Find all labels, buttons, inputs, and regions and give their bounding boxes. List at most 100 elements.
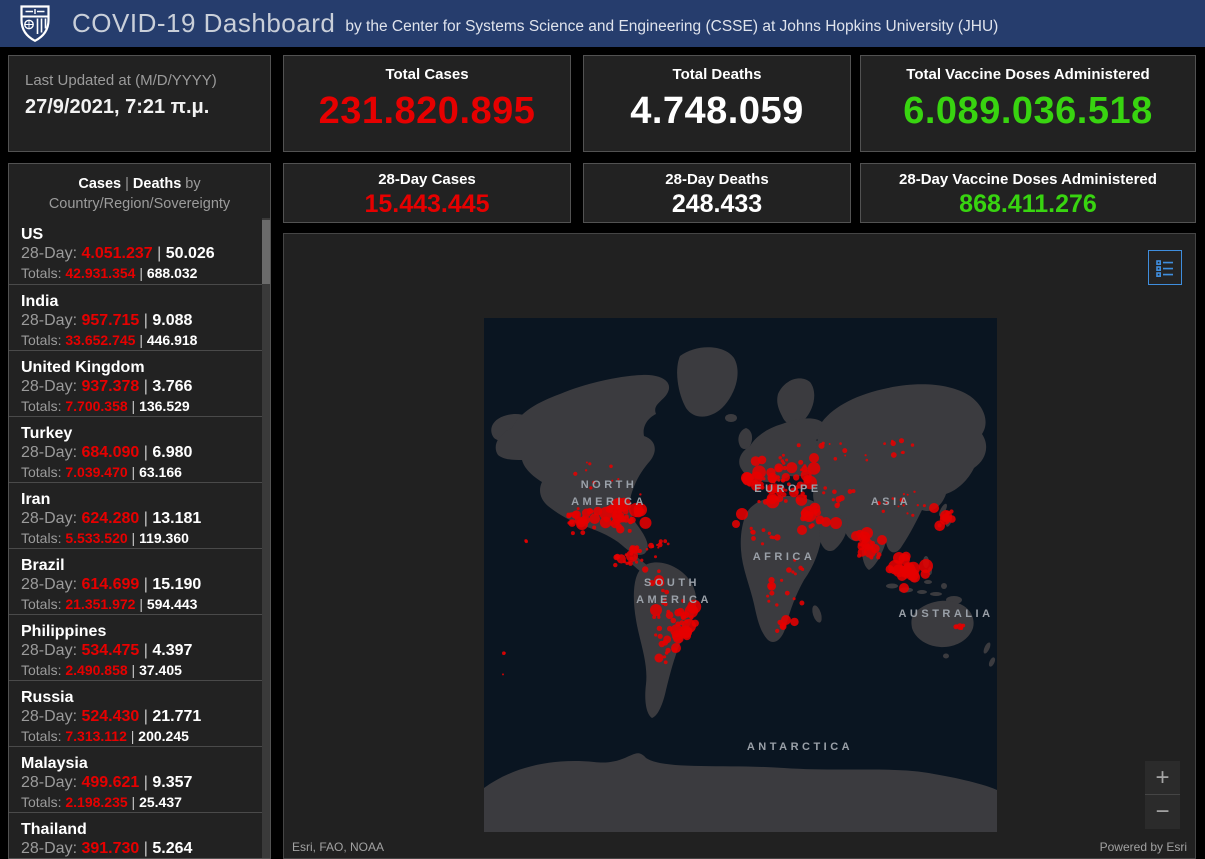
country-row[interactable]: US 28-Day: 4.051.237 | 50.026 Totals: 42.9…	[9, 218, 270, 284]
day28-line: 28-Day: 957.715 | 9.088	[21, 312, 193, 329]
case-dot	[766, 594, 770, 598]
zoom-out-button[interactable]: −	[1145, 795, 1180, 829]
case-dot	[823, 486, 827, 490]
case-dot	[885, 501, 889, 505]
sidebar-subtitle: Country/Region/Sovereignty	[48, 196, 231, 212]
country-row[interactable]: Russia 28-Day: 524.430 | 21.771 Totals: 7.…	[9, 680, 270, 746]
totals-label: Totals:	[21, 662, 66, 678]
case-dot	[902, 504, 905, 507]
day28-deaths-value: 6.980	[152, 444, 193, 461]
cases-toggle[interactable]: Cases	[78, 176, 122, 192]
case-dot	[801, 567, 805, 571]
app-header: COVID-19 Dashboard by the Center for Sys…	[0, 0, 1205, 47]
case-dot	[799, 600, 805, 606]
case-dot	[767, 599, 771, 603]
continent-label: AUSTRALIA	[898, 608, 993, 620]
case-dot	[674, 608, 682, 617]
case-dot	[954, 624, 959, 628]
day28-deaths-value: 13.181	[152, 510, 202, 527]
scrollbar-thumb[interactable]	[262, 220, 270, 284]
case-dot	[929, 503, 939, 513]
case-dot	[899, 583, 909, 593]
case-dot	[881, 509, 885, 513]
case-dot	[795, 485, 800, 490]
totals-deaths-value: 37.405	[139, 662, 182, 678]
case-dot	[830, 517, 842, 529]
map-zoom-control: + −	[1145, 761, 1180, 829]
case-dot	[911, 513, 915, 517]
case-dot	[902, 493, 905, 496]
country-row[interactable]: Turkey 28-Day: 684.090 | 6.980 Totals: 7.0…	[9, 416, 270, 482]
totals-cases-value: 42.931.354	[65, 265, 136, 281]
case-dot	[906, 493, 909, 496]
total-deaths-panel: Total Deaths 4.748.059	[583, 55, 851, 152]
case-dot	[775, 603, 779, 607]
totals-line: Totals: 21.351.972 | 594.443	[21, 596, 198, 612]
stat-value: 6.089.036.518	[903, 90, 1153, 132]
totals-deaths-value: 594.443	[146, 596, 198, 612]
case-dot	[682, 619, 696, 633]
case-dot	[821, 441, 825, 445]
totals-deaths-value: 119.360	[139, 530, 189, 546]
case-dot	[757, 500, 761, 504]
country-row[interactable]: India 28-Day: 957.715 | 9.088 Totals: 33.6…	[9, 284, 270, 350]
case-dot	[768, 577, 775, 584]
totals-line: Totals: 5.533.520 | 119.360	[21, 530, 189, 546]
case-dot	[877, 535, 887, 545]
continent-label: EUROPE	[754, 483, 821, 495]
case-dot	[588, 462, 592, 466]
case-dot	[865, 458, 869, 462]
case-dot	[645, 547, 649, 551]
totals-cases-value: 21.351.972	[65, 596, 136, 612]
legend-button[interactable]	[1148, 250, 1182, 285]
case-dot	[613, 554, 620, 561]
country-name: Thailand	[21, 821, 87, 838]
case-dot	[757, 455, 767, 465]
country-row[interactable]: Philippines 28-Day: 534.475 | 4.397 Totals…	[9, 614, 270, 680]
case-dot	[640, 558, 644, 562]
stat-label: 28-Day Cases	[378, 171, 476, 188]
zoom-in-button[interactable]: +	[1145, 761, 1180, 795]
legend-icon	[1156, 259, 1173, 277]
case-dot	[681, 598, 686, 603]
case-dot	[898, 438, 905, 444]
day28-line: 28-Day: 524.430 | 21.771	[21, 708, 202, 725]
case-dot	[821, 517, 831, 527]
country-row[interactable]: Brazil 28-Day: 614.699 | 15.190 Totals: 21…	[9, 548, 270, 614]
world-map[interactable]: NORTH AMERICA EUROPE ASIA AFRICA SOUTH AMERICA…	[484, 318, 997, 832]
case-dot	[797, 525, 807, 535]
case-dot	[576, 507, 580, 511]
case-dot	[670, 617, 677, 624]
country-row[interactable]: United Kingdom 28-Day: 937.378 | 3.766 Tot…	[9, 350, 270, 416]
case-dot	[626, 550, 638, 562]
case-dot	[796, 443, 801, 448]
case-dot	[808, 524, 814, 529]
case-dot	[891, 497, 895, 500]
case-dot	[675, 621, 681, 627]
totals-deaths-value: 63.166	[139, 464, 182, 480]
case-dot	[913, 490, 916, 493]
case-dot	[623, 560, 627, 564]
deaths-toggle[interactable]: Deaths	[132, 176, 182, 192]
totals-label: Totals:	[21, 398, 66, 414]
country-row[interactable]: Malaysia 28-Day: 499.621 | 9.357 Totals: 2…	[9, 746, 270, 812]
case-dot	[798, 459, 804, 465]
case-dot	[885, 565, 894, 574]
case-dot	[934, 520, 945, 532]
case-dot	[828, 443, 831, 445]
country-row[interactable]: Iran 28-Day: 624.280 | 13.181 Totals: 5.53…	[9, 482, 270, 548]
case-dot	[741, 472, 753, 484]
case-dot	[570, 531, 575, 536]
case-dot	[857, 553, 862, 558]
day28-line: 28-Day: 534.475 | 4.397	[21, 642, 193, 659]
case-dot	[899, 497, 905, 503]
case-dot	[661, 588, 665, 593]
case-dot	[664, 651, 669, 655]
day28-label: 28-Day:	[21, 642, 82, 659]
header-pipe: |	[121, 176, 133, 192]
sidebar-scrollbar[interactable]	[262, 218, 270, 858]
day28-label: 28-Day:	[21, 312, 82, 329]
totals-deaths-value: 25.437	[139, 794, 182, 810]
